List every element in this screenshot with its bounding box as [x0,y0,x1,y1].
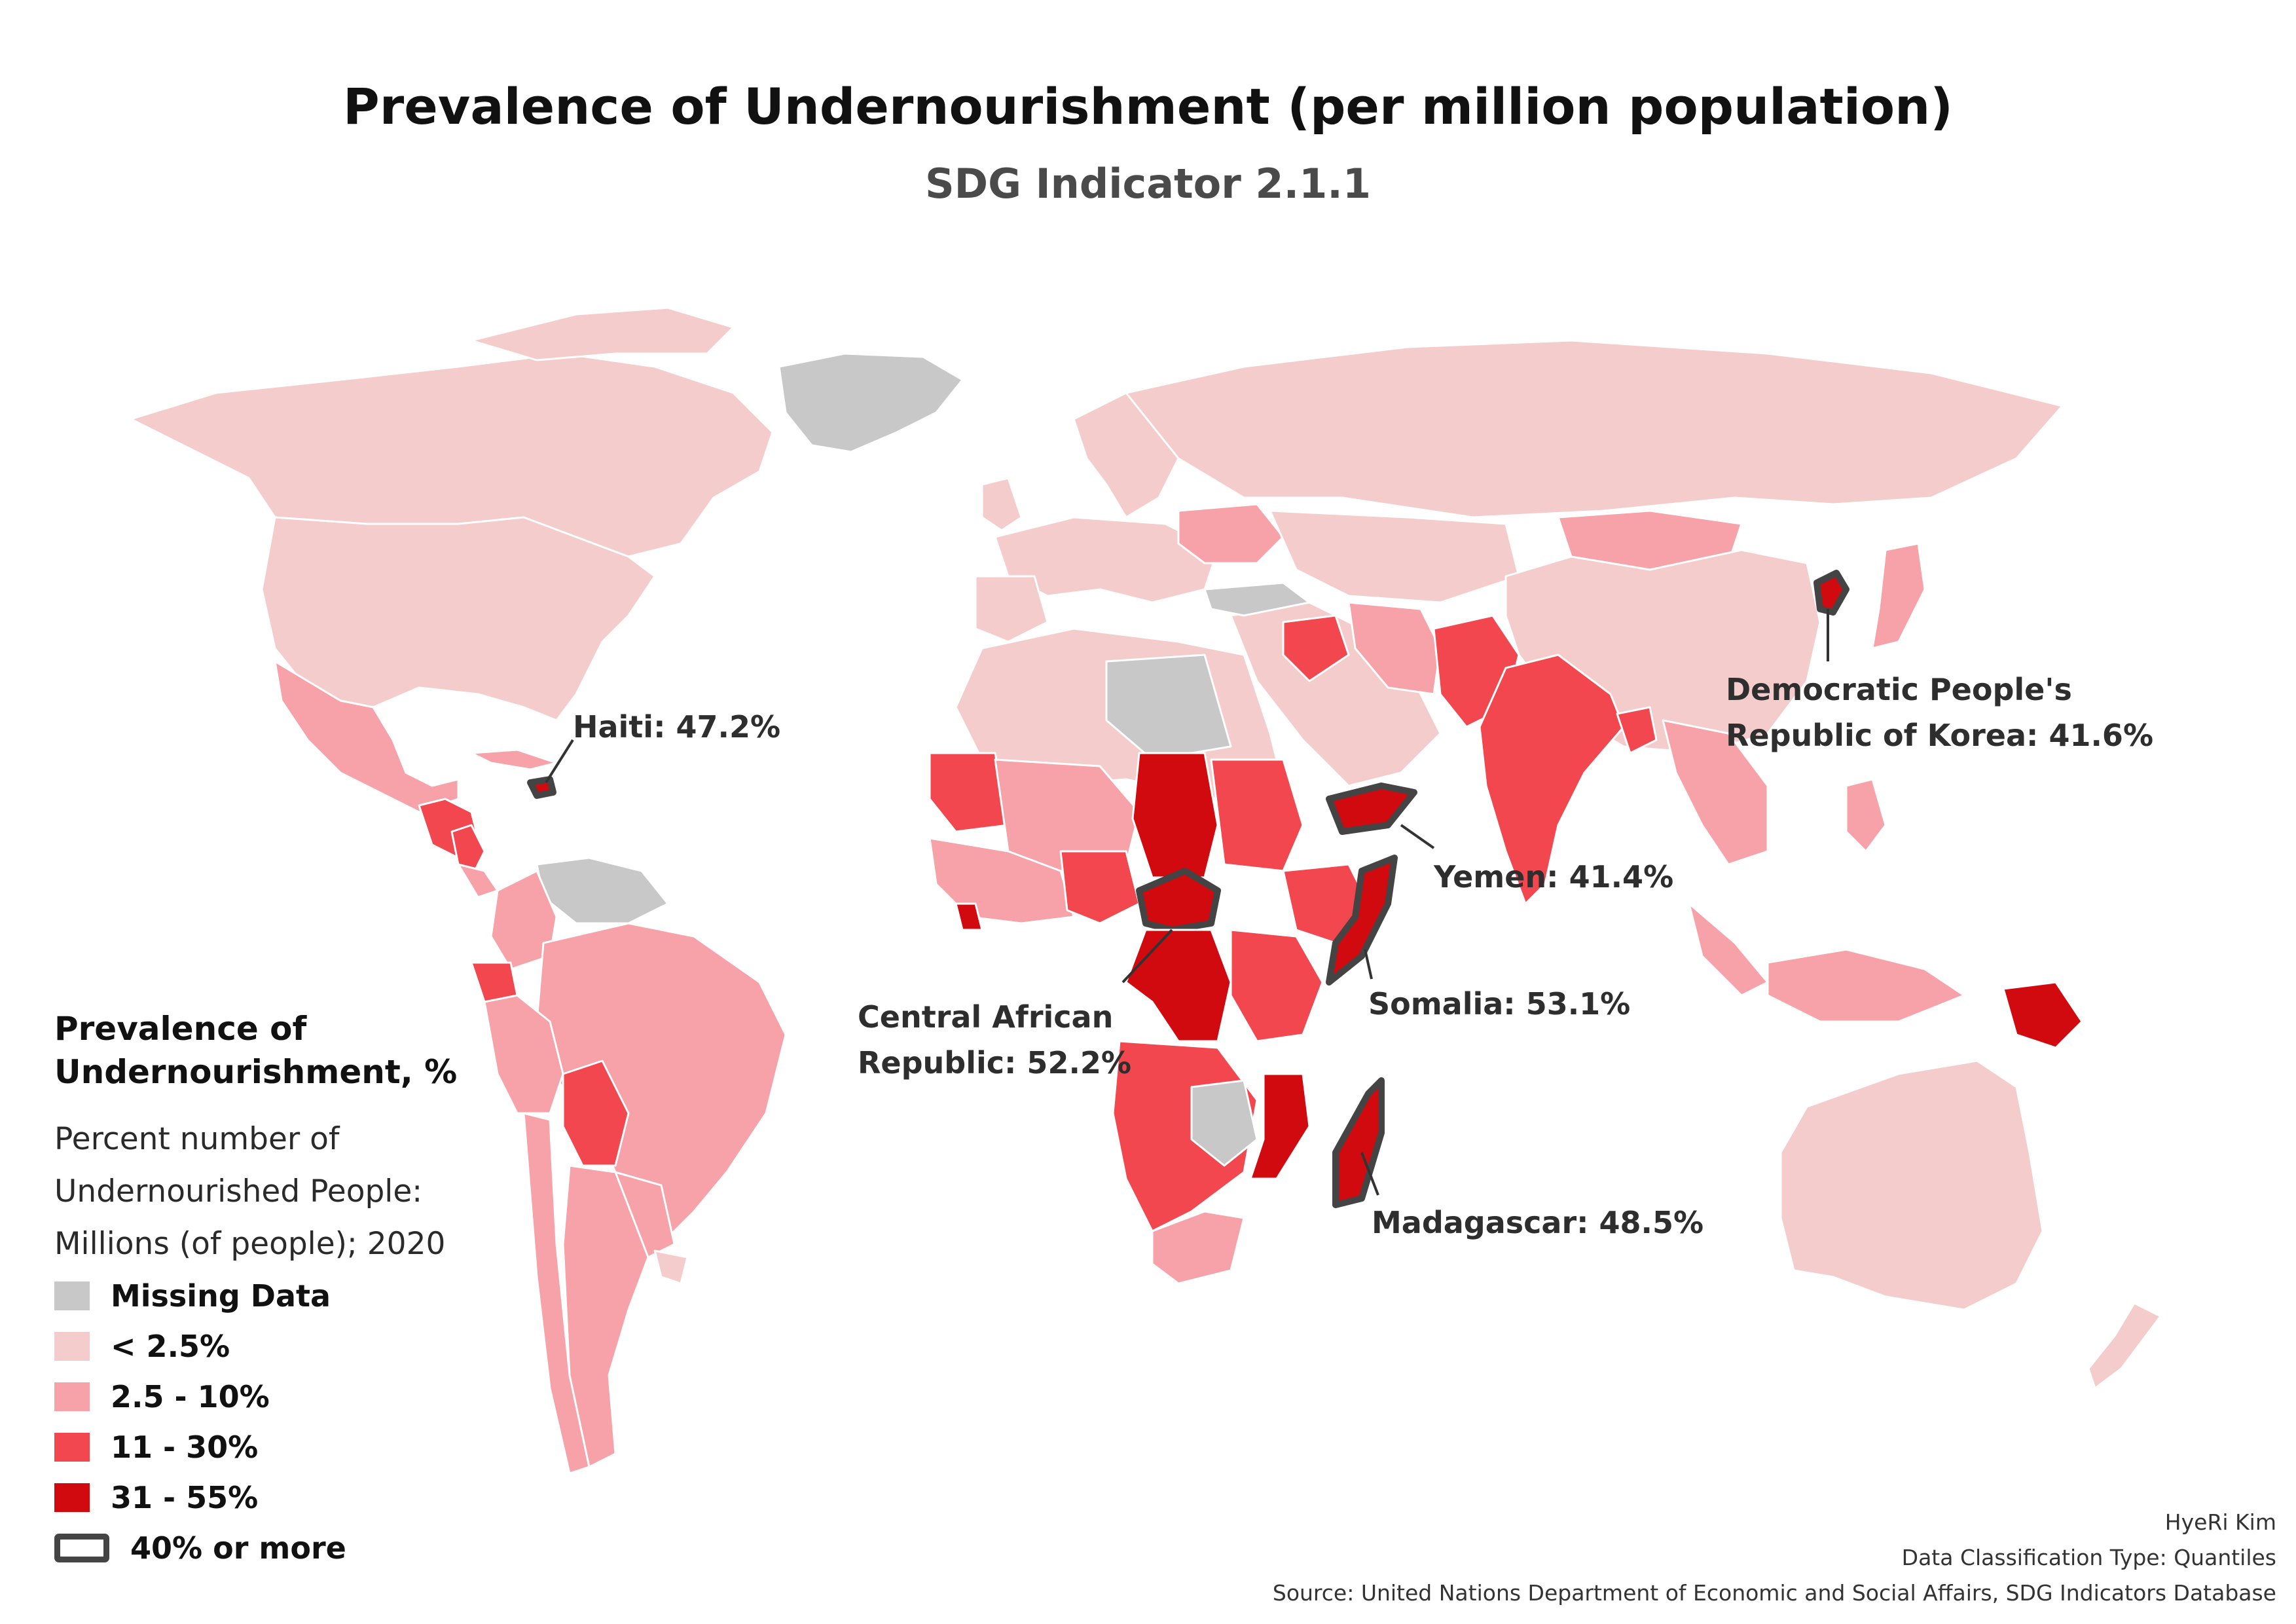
region-haiti [527,776,556,799]
callout-car-line2: Republic: 52.2% [858,1045,1132,1080]
region-uk-ireland [981,477,1023,532]
region-cuba [470,748,558,771]
legend-item-2-5-10: 2.5 - 10% [54,1371,513,1422]
region-bolivia [562,1060,630,1167]
region-southeast-asia [1662,719,1769,866]
callout-car-line1: Central African [858,999,1114,1035]
region-mozambique [1249,1073,1311,1180]
region-turkey [1203,581,1311,617]
region-new-zealand [2087,1302,2162,1390]
legend-item-missing: Missing Data [54,1270,513,1321]
credit-classification: Data Classification Type: Quantiles [1901,1545,2276,1570]
legend-item-11-30: 11 - 30% [54,1422,513,1472]
legend-label: < 2.5% [111,1328,230,1364]
region-iberia [974,575,1049,643]
region-greenland [778,352,964,453]
region-india [1478,654,1625,905]
legend-label: 31 - 55% [111,1479,259,1515]
region-japan [1871,542,1926,650]
legend-item-40-plus: 40% or more [54,1522,513,1573]
callout-haiti-text: Haiti: 47.2% [573,709,781,745]
region-liberia [955,902,983,931]
region-mauritania [928,752,1010,833]
legend-swatch-11-30 [54,1432,90,1462]
legend-label: 40% or more [130,1530,346,1566]
credits: HyeRi Kim Data Classification Type: Quan… [1273,1505,2276,1611]
region-argentina [562,1164,649,1468]
region-south-africa [1151,1210,1245,1285]
callout-dprk-line1: Democratic People's [1726,672,2072,707]
map-title: Prevalence of Undernourishment (per mill… [343,77,1953,136]
region-mexico [274,660,460,813]
legend: Prevalence of Undernourishment, % Percen… [54,1007,513,1573]
leader-yemen [1400,824,1435,849]
legend-swatch-2-5-10 [54,1382,90,1411]
callout-central-african-republic: Central African Republic: 52.2% [858,994,1131,1086]
region-bangladesh [1616,706,1658,754]
callout-dprk-line2: Republic of Korea: 41.6% [1726,718,2154,753]
map-subtitle: SDG Indicator 2.1.1 [925,160,1371,208]
legend-item-lt-2-5: < 2.5% [54,1321,513,1371]
region-central-african-republic [1136,868,1221,933]
region-venezuela-guyana [536,857,669,925]
leader-haiti [545,739,574,784]
callout-yemen-text: Yemen: 41.4% [1434,859,1674,895]
region-peru [483,994,564,1115]
legend-label: 11 - 30% [111,1429,259,1465]
region-dprk [1813,570,1850,616]
region-canada-arctic [470,306,735,361]
legend-label: 2.5 - 10% [111,1378,270,1414]
region-west-africa-coast [928,837,1075,925]
region-somalia [1326,855,1398,986]
region-zambia-zimbabwe [1190,1079,1258,1167]
region-chad [1131,752,1219,879]
region-east-africa [1230,929,1324,1043]
region-papua-new-guinea [2002,981,2083,1049]
region-iraq-syria [1282,614,1350,682]
credit-author: HyeRi Kim [2164,1509,2276,1535]
legend-swatch-outline [54,1533,109,1562]
region-drc [1125,929,1232,1043]
credit-source: Source: United Nations Department of Eco… [1272,1580,2276,1606]
leader-somalia [1364,949,1373,980]
callout-somalia: Somalia: 53.1% [1368,981,1630,1027]
callout-madagascar: Madagascar: 48.5% [1372,1200,1704,1246]
region-australia [1779,1060,2044,1311]
leader-car [1121,929,1173,984]
callout-madagascar-text: Madagascar: 48.5% [1372,1205,1704,1240]
region-sumatra [1688,902,1769,997]
legend-item-31-55: 31 - 55% [54,1472,513,1522]
region-balkans-ukraine [1177,503,1285,564]
region-central-asia [1269,509,1520,604]
callout-dprk: Democratic People's Republic of Korea: 4… [1726,667,2153,758]
legend-label: Missing Data [111,1278,331,1314]
callout-somalia-text: Somalia: 53.1% [1368,986,1631,1022]
region-nigeria [1059,850,1140,925]
callout-haiti: Haiti: 47.2% [573,704,780,750]
legend-swatch-31-55 [54,1483,90,1512]
region-philippines [1845,778,1887,853]
region-sudan [1210,758,1304,872]
legend-swatch-lt-2-5 [54,1331,90,1361]
legend-subtitle: Percent number of Undernourished People:… [54,1121,446,1262]
region-madagascar [1332,1077,1385,1208]
legend-title: Prevalence of Undernourishment, % [54,1010,458,1091]
region-indonesia [1766,948,1965,1023]
leader-madagascar [1360,1152,1379,1196]
region-iran [1347,601,1442,695]
callout-yemen: Yemen: 41.4% [1434,854,1673,900]
legend-swatch-missing [54,1281,90,1310]
region-yemen [1326,783,1417,835]
region-central-america-south [457,863,499,898]
callout-leaders [545,609,1829,1196]
region-russia [1125,339,2064,519]
region-uruguay [653,1249,689,1285]
